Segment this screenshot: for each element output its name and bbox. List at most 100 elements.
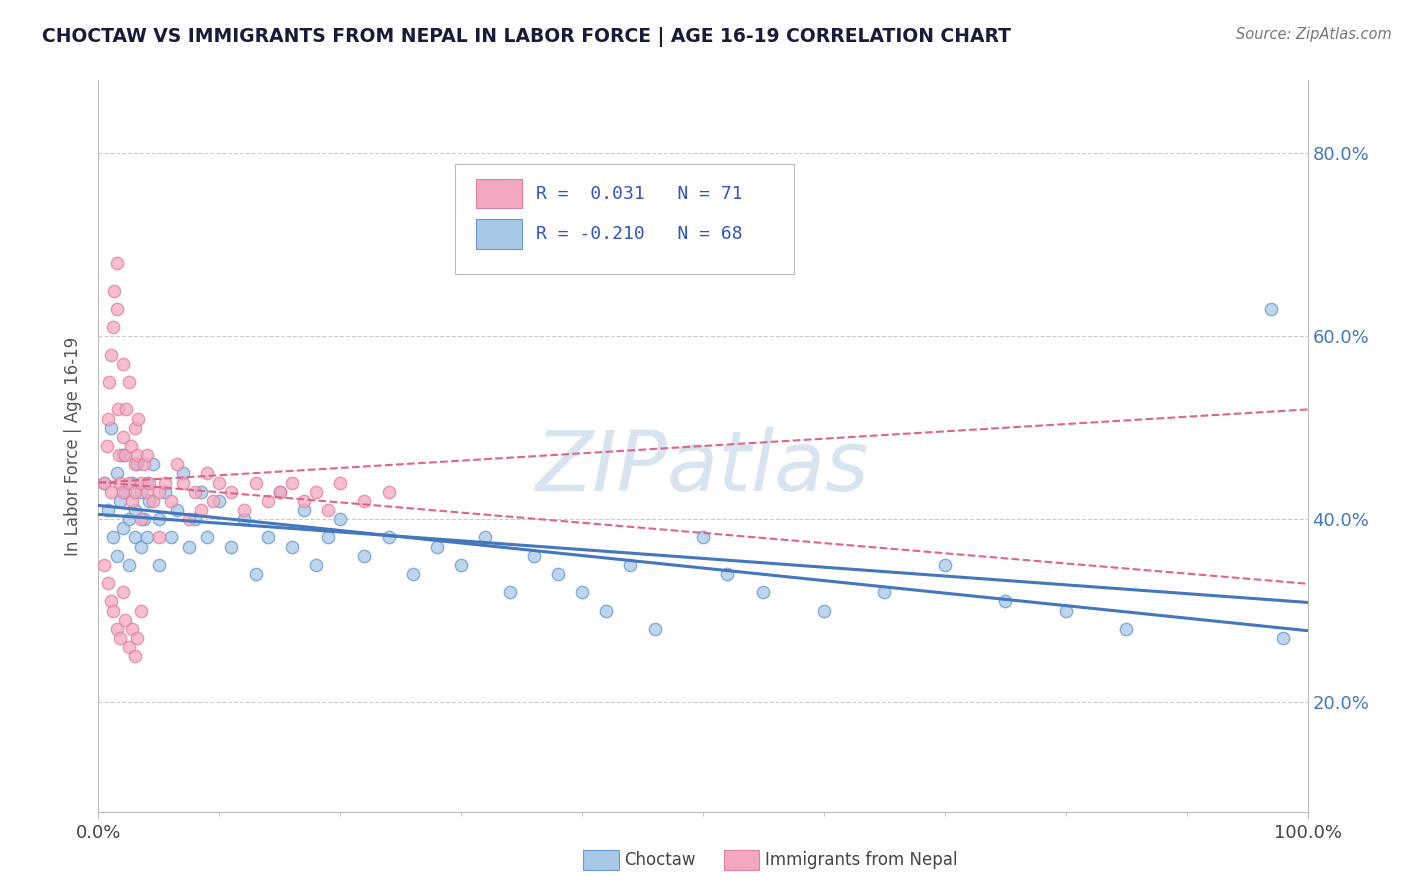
Text: ZIPatlas: ZIPatlas [536, 427, 870, 508]
Point [129, 540, 152, 554]
Text: CHOCTAW VS IMMIGRANTS FROM NEPAL IN LABOR FORCE | AGE 16-19 CORRELATION CHART: CHOCTAW VS IMMIGRANTS FROM NEPAL IN LABO… [42, 27, 1011, 46]
Point [353, 494, 375, 508]
Point [595, 603, 617, 617]
Point [232, 503, 254, 517]
Point [105, 467, 128, 481]
Point [93, 475, 115, 490]
Point [115, 402, 138, 417]
Point [692, 530, 714, 544]
Point [184, 512, 207, 526]
Point [118, 640, 141, 655]
Point [179, 540, 201, 554]
Point [184, 484, 207, 499]
Point [135, 475, 157, 490]
Point [101, 320, 124, 334]
Point [118, 558, 141, 572]
Point [107, 402, 129, 417]
Point [138, 475, 160, 490]
Point [179, 512, 201, 526]
Point [1272, 631, 1295, 645]
Point [111, 357, 134, 371]
Point [124, 457, 146, 471]
Point [134, 512, 156, 526]
Point [245, 567, 267, 582]
Point [114, 484, 136, 499]
Text: R =  0.031   N = 71: R = 0.031 N = 71 [536, 185, 742, 202]
Point [1115, 622, 1137, 636]
Point [100, 594, 122, 608]
Point [100, 421, 122, 435]
Point [118, 512, 141, 526]
Point [101, 603, 124, 617]
Point [142, 494, 165, 508]
Point [129, 512, 152, 526]
Point [148, 484, 170, 499]
Point [129, 475, 152, 490]
Point [148, 558, 170, 572]
Point [281, 540, 304, 554]
Point [208, 494, 231, 508]
Point [305, 484, 328, 499]
Point [135, 530, 157, 544]
Point [402, 567, 425, 582]
Point [619, 558, 641, 572]
Point [108, 494, 131, 508]
Point [256, 530, 278, 544]
Point [127, 448, 149, 462]
Point [134, 457, 156, 471]
Point [752, 585, 775, 599]
Point [221, 484, 243, 499]
Point [105, 549, 128, 563]
Point [195, 467, 218, 481]
Point [124, 503, 146, 517]
Point [153, 484, 176, 499]
Point [281, 475, 304, 490]
Point [100, 348, 122, 362]
Point [1260, 301, 1282, 316]
Point [93, 475, 115, 490]
Point [523, 549, 546, 563]
Text: Choctaw: Choctaw [624, 851, 696, 869]
Point [118, 475, 141, 490]
Point [269, 484, 291, 499]
Point [124, 484, 146, 499]
Point [316, 503, 339, 517]
Point [329, 512, 352, 526]
Point [160, 530, 183, 544]
Point [160, 494, 183, 508]
Point [114, 448, 136, 462]
Point [118, 375, 141, 389]
Point [114, 613, 136, 627]
Point [142, 457, 165, 471]
Text: Immigrants from Nepal: Immigrants from Nepal [765, 851, 957, 869]
Point [127, 411, 149, 425]
Point [377, 484, 399, 499]
Point [93, 558, 115, 572]
Point [190, 484, 212, 499]
Point [934, 558, 956, 572]
Point [111, 585, 134, 599]
Point [190, 503, 212, 517]
Point [96, 439, 118, 453]
Point [292, 503, 315, 517]
Point [121, 475, 143, 490]
Point [292, 494, 315, 508]
Point [305, 558, 328, 572]
Point [108, 448, 131, 462]
Point [644, 622, 666, 636]
Point [256, 494, 278, 508]
Point [221, 540, 243, 554]
Point [716, 567, 738, 582]
Point [124, 421, 146, 435]
Point [329, 475, 352, 490]
Point [426, 540, 449, 554]
FancyBboxPatch shape [475, 219, 522, 249]
Point [547, 567, 569, 582]
Point [108, 475, 131, 490]
Point [111, 484, 134, 499]
Point [245, 475, 267, 490]
Point [813, 603, 835, 617]
Point [97, 576, 120, 591]
Point [316, 530, 339, 544]
Point [1054, 603, 1077, 617]
